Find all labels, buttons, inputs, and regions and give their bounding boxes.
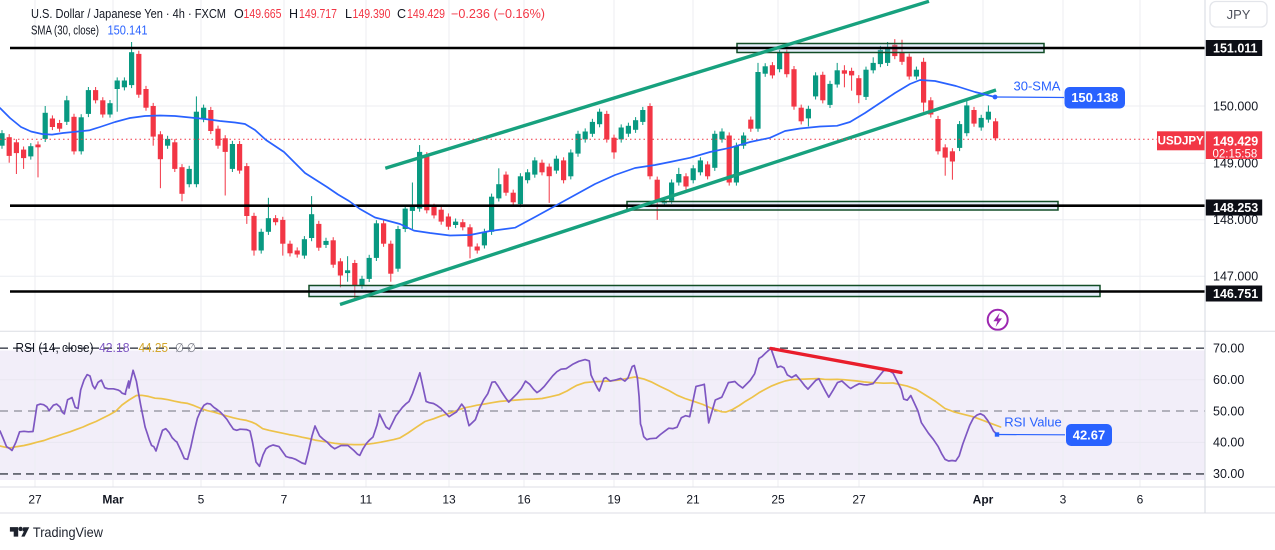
svg-text:L: L <box>345 7 352 21</box>
svg-text:7: 7 <box>281 493 288 507</box>
svg-text:150.141: 150.141 <box>108 24 148 38</box>
svg-text:11: 11 <box>360 493 373 507</box>
svg-text:147.000: 147.000 <box>1213 270 1258 284</box>
svg-text:149.429: 149.429 <box>407 7 445 21</box>
svg-text:42.18: 42.18 <box>99 341 130 355</box>
svg-text:70.00: 70.00 <box>1213 342 1244 356</box>
svg-text:40.00: 40.00 <box>1213 436 1244 450</box>
svg-text:19: 19 <box>607 493 621 507</box>
svg-text:149.665: 149.665 <box>244 7 282 21</box>
svg-text:C: C <box>397 7 406 21</box>
svg-text:U.S. Dollar / Japanese Yen · 4: U.S. Dollar / Japanese Yen · 4h · FXCM <box>31 7 226 21</box>
svg-text:60.00: 60.00 <box>1213 373 1244 387</box>
svg-text:149.390: 149.390 <box>353 7 391 21</box>
svg-text:−0.236 (−0.16%): −0.236 (−0.16%) <box>451 7 545 21</box>
svg-text:RSI (14, close): RSI (14, close) <box>16 341 94 355</box>
svg-text:30.00: 30.00 <box>1213 467 1244 481</box>
svg-text:6: 6 <box>1137 493 1144 507</box>
svg-text:RSI Value: RSI Value <box>1004 415 1062 430</box>
svg-text:149.429: 149.429 <box>1213 134 1258 148</box>
svg-text:149.000: 149.000 <box>1213 157 1258 171</box>
svg-text:42.67: 42.67 <box>1073 428 1106 443</box>
svg-text:Mar: Mar <box>102 493 124 507</box>
svg-text:25: 25 <box>771 493 785 507</box>
svg-text:3: 3 <box>1060 493 1067 507</box>
svg-text:150.000: 150.000 <box>1213 99 1258 113</box>
svg-text:30-SMA: 30-SMA <box>1014 79 1061 94</box>
svg-text:44.25: 44.25 <box>139 341 169 355</box>
svg-text:27: 27 <box>852 493 866 507</box>
svg-text:SMA (30, close): SMA (30, close) <box>31 24 99 38</box>
svg-text:TradingView: TradingView <box>33 524 104 540</box>
svg-text:O: O <box>234 7 244 21</box>
svg-text:50.00: 50.00 <box>1213 404 1244 418</box>
svg-text:13: 13 <box>442 493 456 507</box>
svg-text:∅ ∅: ∅ ∅ <box>175 341 196 355</box>
svg-text:USDJPY: USDJPY <box>1158 136 1204 148</box>
svg-text:148.000: 148.000 <box>1213 213 1258 227</box>
svg-text:JPY: JPY <box>1227 7 1251 22</box>
svg-text:02:15:58: 02:15:58 <box>1213 148 1258 160</box>
svg-text:146.751: 146.751 <box>1213 287 1258 301</box>
svg-text:21: 21 <box>686 493 700 507</box>
svg-text:151.011: 151.011 <box>1213 41 1258 55</box>
svg-text:148.253: 148.253 <box>1213 201 1258 215</box>
svg-text:16: 16 <box>517 493 531 507</box>
svg-text:149.717: 149.717 <box>299 7 337 21</box>
svg-text:5: 5 <box>198 493 205 507</box>
svg-text:H: H <box>289 7 298 21</box>
svg-text:27: 27 <box>28 493 42 507</box>
svg-text:Apr: Apr <box>973 493 994 507</box>
svg-text:150.138: 150.138 <box>1071 90 1118 105</box>
